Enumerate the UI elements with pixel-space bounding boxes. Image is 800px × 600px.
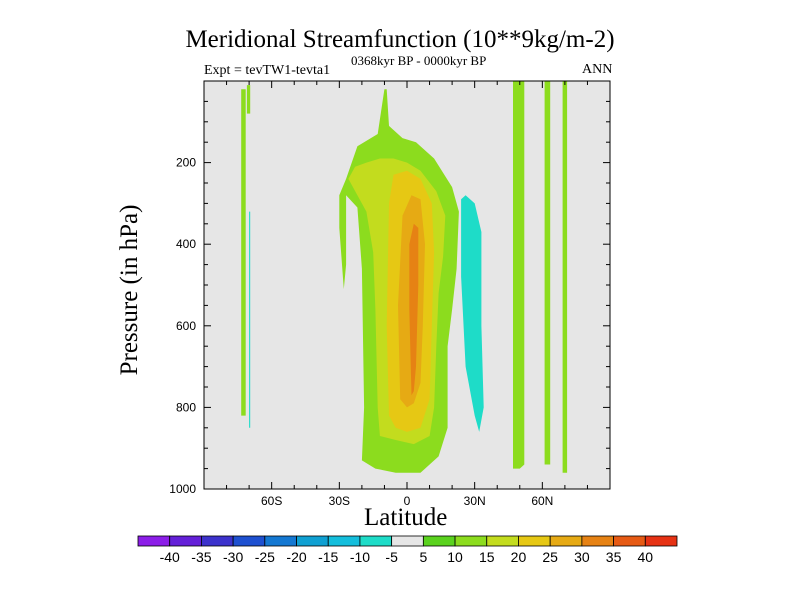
colorbar-label: -20: [286, 549, 306, 565]
colorbar-label: 10: [447, 549, 463, 565]
contour-layer: [241, 81, 568, 473]
x-axis-label: Latitude: [364, 504, 448, 531]
colorbar-label: -15: [318, 549, 338, 565]
colorbar-box: [518, 535, 551, 547]
colorbar-box: [549, 535, 583, 547]
colorbar-box: [613, 535, 646, 547]
colorbar-box: [391, 535, 424, 547]
y-tick-label: 400: [176, 237, 196, 251]
contour-left-band-b: [246, 85, 251, 114]
colorbar-box: [486, 535, 519, 547]
colorbar-label: -10: [350, 549, 370, 565]
contour-positive-band-2: [544, 81, 551, 465]
colorbar-label: -30: [223, 549, 243, 565]
chart-title: Meridional Streamfunction (10**9kg/m-2): [185, 26, 615, 53]
y-tick-label: 200: [176, 156, 196, 170]
colorbar-box: [422, 535, 456, 547]
colorbar-label: -35: [191, 549, 211, 565]
colorbar: -40 -35 -30 -25 -20 -15 -10 -5 5 10 15 20 25 30 35 40: [137, 535, 678, 565]
axes-layer: 60S 30S 0 30N 60N 200 400 600 800 1000: [169, 81, 610, 508]
y-tick-label: 800: [176, 400, 196, 414]
colorbar-box: [296, 535, 329, 547]
colorbar-box: [264, 535, 297, 547]
colorbar-box: [232, 535, 266, 547]
y-tick-label: 600: [176, 319, 196, 333]
colorbar-box: [581, 535, 614, 547]
x-tick-label: 30N: [464, 494, 486, 508]
colorbar-label: -5: [385, 549, 398, 565]
colorbar-label: 35: [606, 549, 622, 565]
colorbar-box: [644, 535, 678, 547]
x-tick-label: 30S: [329, 494, 350, 508]
y-tick-label: 1000: [169, 482, 196, 496]
contour-positive-band-3: [562, 81, 568, 473]
contour-left-band-c: [249, 211, 251, 428]
colorbar-label: 5: [419, 549, 427, 565]
x-tick-label: 60N: [531, 494, 553, 508]
season-label: ANN: [582, 62, 613, 77]
x-tick-label: 0: [404, 494, 411, 508]
contour-negative-blob: [461, 195, 484, 432]
colorbar-box: [169, 535, 202, 547]
colorbar-box: [201, 535, 234, 547]
period-label: 0368kyr BP - 0000kyr BP: [351, 53, 487, 68]
colorbar-label: 20: [511, 549, 527, 565]
colorbar-box: [359, 535, 393, 547]
colorbar-label: -25: [255, 549, 275, 565]
colorbar-box: [137, 535, 171, 547]
contour-central-30: [409, 223, 419, 396]
colorbar-box: [327, 535, 361, 547]
contour-positive-band-1: [513, 81, 525, 469]
experiment-label: Expt = tevTW1-tevta1: [204, 63, 331, 78]
colorbar-label: 30: [574, 549, 590, 565]
colorbar-label: 40: [638, 549, 654, 565]
x-tick-label: 60S: [261, 494, 282, 508]
colorbar-label: 15: [479, 549, 495, 565]
contour-left-band-a: [241, 89, 246, 416]
colorbar-label: 25: [542, 549, 558, 565]
colorbar-box: [454, 535, 488, 547]
colorbar-label: -40: [160, 549, 180, 565]
